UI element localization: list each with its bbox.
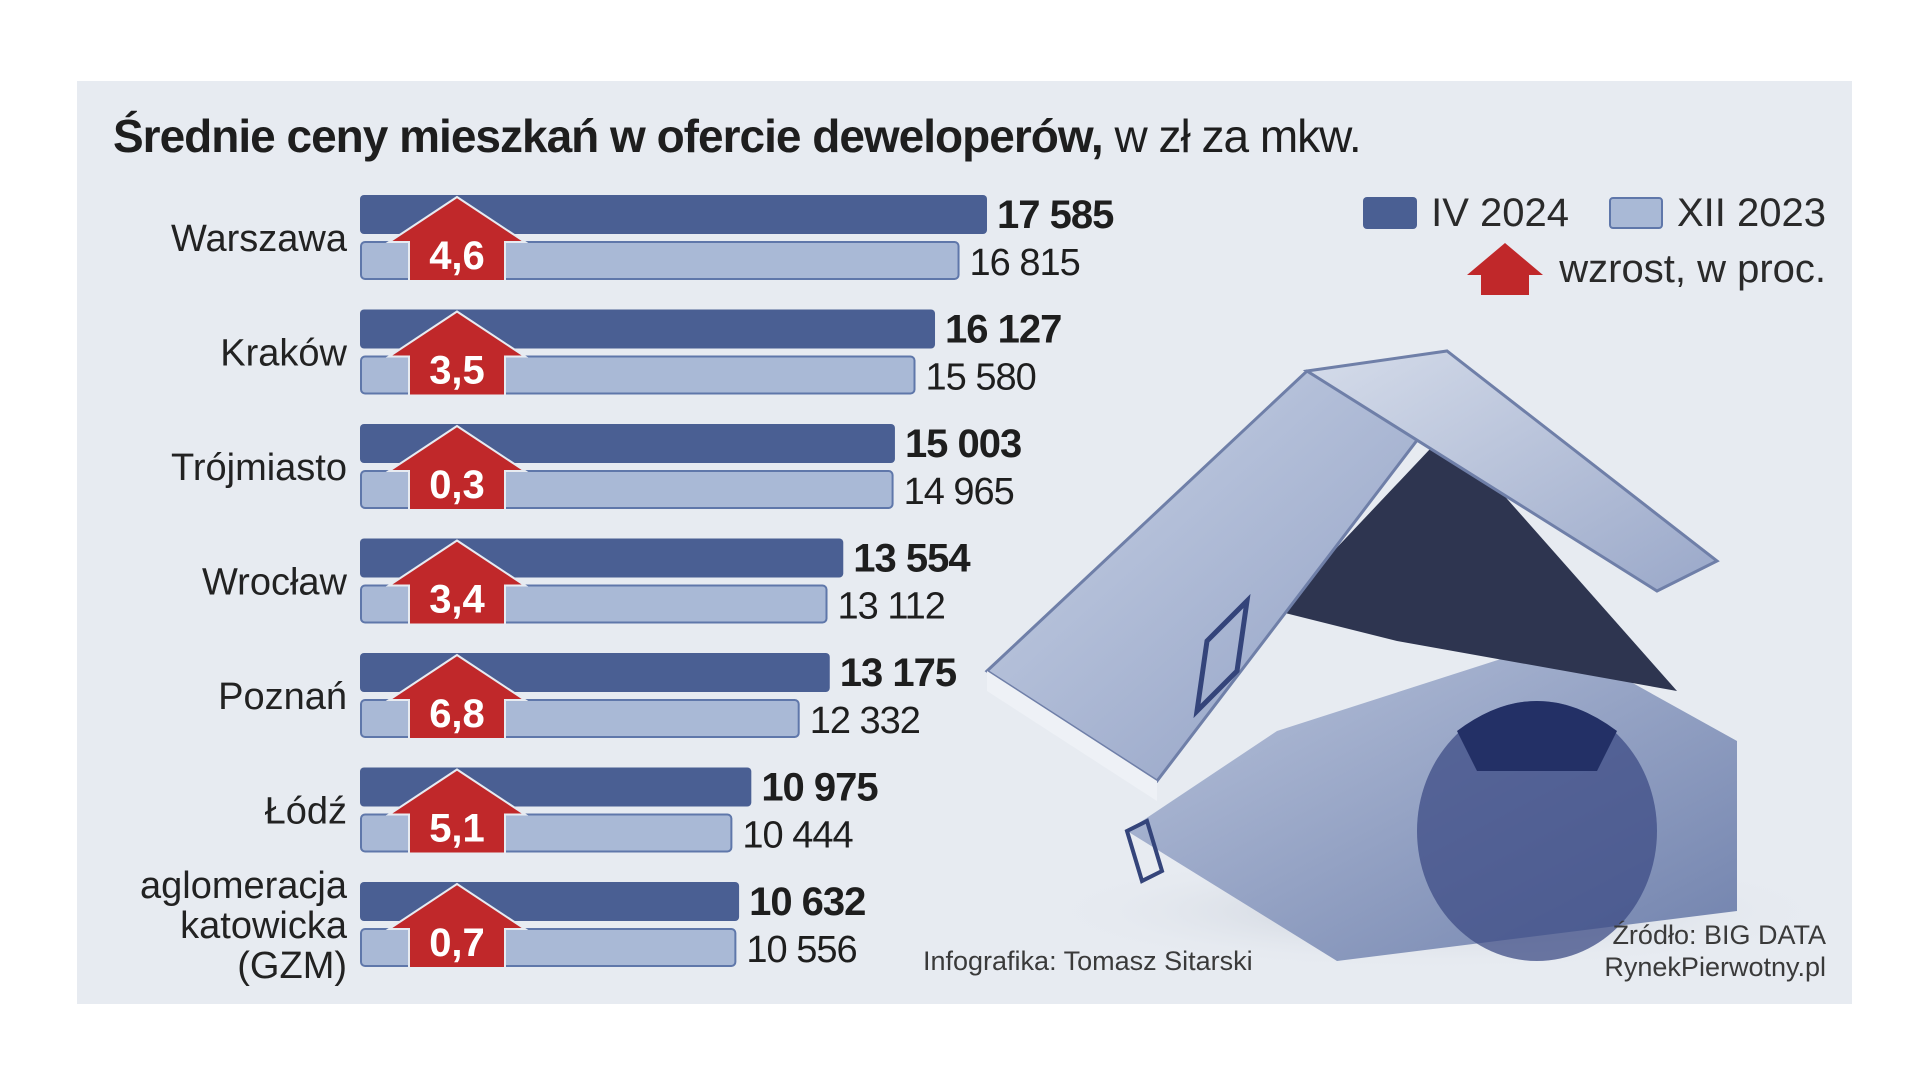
growth-arrow: [385, 424, 529, 511]
legend-swatch-new: [1363, 197, 1418, 229]
growth-arrow: [385, 882, 529, 969]
category-label: aglomeracja: [140, 865, 348, 907]
category-label: katowicka: [180, 905, 348, 947]
growth-pct-label: 5,1: [429, 807, 485, 851]
growth-arrow: [385, 195, 529, 282]
value-label-iv-2024: 15 003: [905, 422, 1021, 466]
legend: IV 2024 XII 2023 wzrost, w proc.: [1363, 189, 1826, 295]
legend-label-old: XII 2023: [1676, 190, 1826, 235]
value-label-iv-2024: 10 632: [749, 880, 865, 924]
bar-iv-2024: [360, 195, 987, 234]
value-label-xii-2023: 16 815: [970, 242, 1080, 284]
chart-title-bold: Średnie ceny mieszkań w ofercie dewelope…: [113, 110, 1104, 162]
legend-row-series: IV 2024 XII 2023: [1363, 189, 1826, 237]
legend-row-growth: wzrost, w proc.: [1363, 243, 1826, 295]
banknote-diamond: [1193, 593, 1251, 719]
growth-pct-label: 6,8: [429, 692, 485, 736]
value-label-iv-2024: 10 975: [761, 766, 878, 810]
growth-arrow: [385, 653, 529, 740]
value-label-xii-2023: 12 332: [810, 700, 920, 742]
value-label-xii-2023: 10 444: [742, 815, 853, 857]
source-line-1: Źródło: BIG DATA: [1612, 920, 1826, 950]
growth-pct-label: 3,5: [429, 349, 485, 393]
legend-label-new: IV 2024: [1431, 190, 1569, 235]
growth-arrow-icon: [1467, 243, 1544, 295]
category-label: Trójmiasto: [171, 447, 347, 489]
value-label-iv-2024: 17 585: [997, 193, 1114, 237]
legend-swatch-old: [1608, 197, 1663, 229]
value-label-iv-2024: 13 554: [853, 537, 971, 581]
banknote-crown: [1457, 701, 1617, 771]
growth-pct-label: 3,4: [429, 578, 485, 622]
value-label-xii-2023: 10 556: [746, 929, 856, 971]
category-label: Poznań: [218, 676, 347, 718]
growth-arrow: [385, 768, 529, 855]
banknote-house-illustration: [984, 349, 1837, 971]
growth-pct-label: 0,7: [429, 921, 485, 965]
growth-pct-label: 0,3: [429, 463, 485, 507]
source-note: Źródło: BIG DATA RynekPierwotny.pl: [1604, 919, 1826, 983]
legend-label-growth: wzrost, w proc.: [1559, 246, 1826, 291]
bar-xii-2023: [360, 241, 960, 280]
value-label-xii-2023: 15 580: [926, 357, 1036, 399]
category-label: Kraków: [220, 333, 347, 375]
value-label-iv-2024: 16 127: [945, 308, 1061, 352]
growth-pct-label: 4,6: [429, 234, 485, 278]
house-roof-right: [1302, 349, 1720, 593]
chart-title: Średnie ceny mieszkań w ofercie dewelope…: [113, 109, 1362, 163]
banknote-diamond-small: [1124, 818, 1165, 884]
infographic-credit: Infografika: Tomasz Sitarski: [923, 946, 1253, 976]
category-label: Wrocław: [202, 562, 348, 604]
house-roof-edge: [987, 671, 1157, 801]
house-interior: [1277, 431, 1677, 691]
value-label-iv-2024: 13 175: [840, 651, 957, 695]
growth-arrow: [385, 539, 529, 626]
category-label: (GZM): [237, 945, 347, 987]
value-label-xii-2023: 14 965: [904, 471, 1014, 513]
category-label: Warszawa: [171, 218, 348, 260]
chart-title-unit: w zł za mkw.: [1102, 110, 1361, 162]
bar-iv-2024: [360, 309, 936, 349]
bar-chart: Warszawa 17 585 16 815 4,6 Kraków 16 127 15 58…: [140, 193, 1115, 987]
value-label-xii-2023: 13 112: [838, 586, 945, 628]
infographic-panel: Średnie ceny mieszkań w ofercie dewelope…: [77, 81, 1852, 1004]
source-line-2: RynekPierwotny.pl: [1604, 952, 1826, 982]
category-label: Łódź: [265, 791, 347, 833]
growth-arrow: [385, 310, 529, 397]
